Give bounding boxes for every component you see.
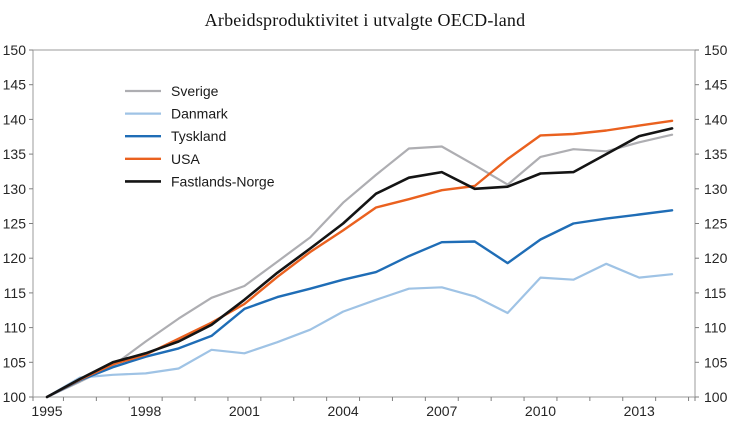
x-axis-label: 1998 xyxy=(130,403,161,419)
y-axis-label-right: 105 xyxy=(704,354,728,370)
y-axis-label-left: 105 xyxy=(3,354,27,370)
y-axis-label-left: 120 xyxy=(3,250,27,266)
chart-title: Arbeidsproduktivitet i utvalgte OECD-lan… xyxy=(204,10,526,30)
y-axis-label-left: 110 xyxy=(4,320,27,336)
x-axis-label: 2004 xyxy=(328,403,359,419)
x-axis-label: 1995 xyxy=(31,403,62,419)
y-axis-label-left: 125 xyxy=(3,216,27,232)
legend-label-usa: USA xyxy=(171,151,200,167)
legend-label-fastlands-norge: Fastlands-Norge xyxy=(171,173,275,189)
x-axis-label: 2010 xyxy=(525,403,556,419)
series-line-fastlands-norge xyxy=(45,127,674,399)
y-axis-label-left: 150 xyxy=(3,42,27,58)
y-axis-label-right: 100 xyxy=(704,389,728,405)
y-axis-label-right: 150 xyxy=(704,42,728,58)
legend-label-tyskland: Tyskland xyxy=(171,128,226,144)
y-axis-label-right: 120 xyxy=(704,250,728,266)
y-axis-label-left: 100 xyxy=(3,389,27,405)
y-axis-label-right: 140 xyxy=(704,111,728,127)
series-line-sverige xyxy=(45,133,674,399)
x-axis-label: 2001 xyxy=(229,403,260,419)
y-axis-label-left: 135 xyxy=(3,146,27,162)
y-axis-label-right: 125 xyxy=(704,216,728,232)
y-axis-label-left: 140 xyxy=(3,111,27,127)
y-axis-label-left: 115 xyxy=(4,285,27,301)
y-axis-label-left: 145 xyxy=(3,77,27,93)
y-axis-label-right: 135 xyxy=(704,146,728,162)
x-axis-label: 2007 xyxy=(426,403,457,419)
plot-border xyxy=(32,49,696,398)
y-axis-label-right: 145 xyxy=(704,77,728,93)
series-line-danmark xyxy=(45,262,674,399)
x-axis-label: 2013 xyxy=(624,403,655,419)
series-line-tyskland xyxy=(45,209,674,399)
y-axis-label-left: 130 xyxy=(3,181,27,197)
legend-label-danmark: Danmark xyxy=(171,106,229,122)
y-axis-label-right: 110 xyxy=(704,320,727,336)
y-axis-label-right: 130 xyxy=(704,181,728,197)
y-axis-label-right: 115 xyxy=(704,285,727,301)
legend-label-sverige: Sverige xyxy=(171,83,219,99)
